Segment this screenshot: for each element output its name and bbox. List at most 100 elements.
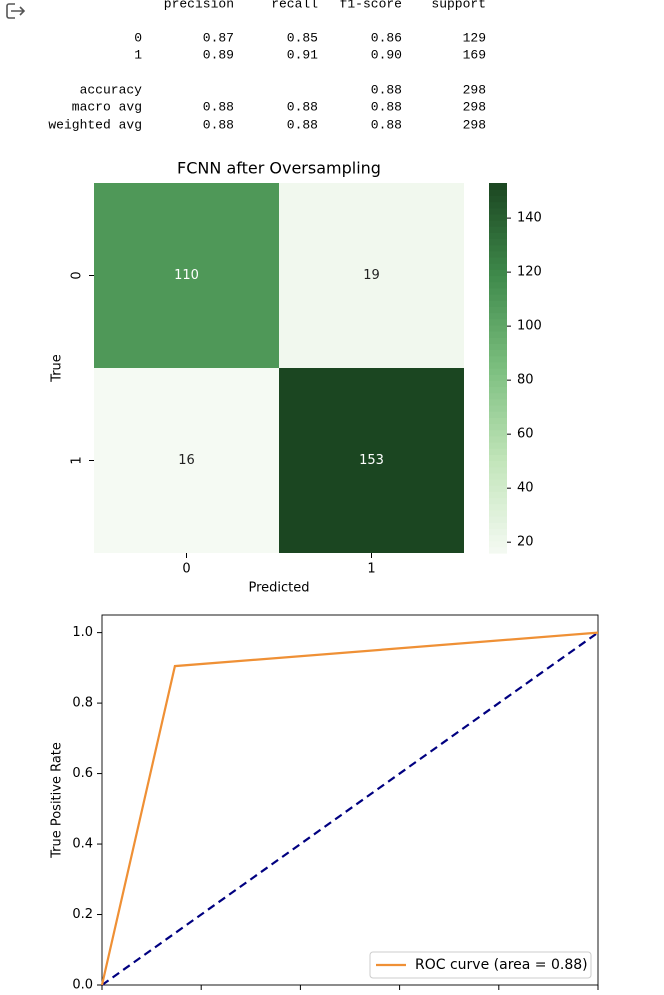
colorbar-tick-label: 20 [517, 535, 534, 550]
colorbar-tick-label: 140 [517, 211, 542, 226]
report-cell: 298 [463, 117, 486, 132]
colorbar-segment [489, 540, 507, 548]
colorbar-segment [489, 226, 507, 233]
colorbar-segment [489, 485, 507, 492]
colorbar-tick-label: 40 [517, 481, 534, 496]
cell-annotation: 19 [363, 268, 380, 283]
report-cell: 0.89 [203, 47, 234, 62]
colorbar-segment [489, 300, 507, 307]
colorbar-segment [489, 331, 507, 338]
colorbar-tick-label: 120 [517, 265, 542, 280]
output-icon[interactable] [6, 3, 26, 19]
colorbar-segment [489, 294, 507, 301]
x-tick-label: 1 [367, 562, 375, 577]
colorbar-segment [489, 374, 507, 381]
colorbar-segment [489, 269, 507, 277]
cell-annotation: 16 [178, 453, 195, 468]
report-cell: 0.86 [371, 30, 402, 45]
report-header: precision [164, 0, 234, 11]
colorbar-segment [489, 534, 507, 542]
report-cell: 129 [463, 30, 486, 45]
colorbar-segment [489, 312, 507, 320]
colorbar-segment [489, 380, 507, 388]
colorbar-segment [489, 189, 507, 196]
colorbar-segment [489, 398, 507, 406]
colorbar-segment [489, 257, 507, 264]
colorbar-segment [489, 472, 507, 480]
report-row-label: 1 [134, 47, 142, 62]
report-row-label: 0 [134, 30, 142, 45]
colorbar-segment [489, 318, 507, 326]
report-header: support [431, 0, 486, 11]
colorbar-segment [489, 411, 507, 418]
colorbar-segment [489, 454, 507, 462]
report-cell: 0.88 [371, 82, 402, 97]
colorbar-segment [489, 423, 507, 431]
colorbar-segment [489, 386, 507, 394]
colorbar-segment [489, 349, 507, 357]
report-cell: 298 [463, 99, 486, 114]
heatmap-cell [94, 368, 279, 553]
x-axis-label: Predicted [248, 581, 309, 596]
colorbar-segment [489, 250, 507, 258]
colorbar-segment [489, 238, 507, 246]
report-cell: 0.91 [287, 47, 318, 62]
heatmap-cell [279, 368, 464, 553]
colorbar-segment [489, 263, 507, 270]
y-axis-label: True [50, 354, 65, 383]
heatmap-cell [94, 183, 279, 368]
report-row-label: weighted avg [48, 117, 142, 132]
colorbar-segment [489, 368, 507, 375]
colorbar-tick-label: 100 [517, 319, 542, 334]
report-cell: 0.88 [203, 117, 234, 132]
colorbar-segment [489, 195, 507, 203]
plot-frame [101, 614, 599, 986]
y-tick-label: 0.0 [72, 978, 93, 993]
colorbar-segment [489, 343, 507, 351]
cell-annotation: 153 [359, 453, 384, 468]
colorbar-segment [489, 448, 507, 455]
colorbar-segment [489, 207, 507, 215]
report-cell: 0.90 [371, 47, 402, 62]
colorbar-segment [489, 275, 507, 283]
colorbar-tick-label: 60 [517, 427, 534, 442]
y-tick-label: 0.4 [72, 837, 93, 852]
colorbar-segment [489, 491, 507, 499]
colorbar-segment [489, 497, 507, 505]
colorbar-segment [489, 509, 507, 517]
report-cell: 0.88 [203, 99, 234, 114]
report-row-label: macro avg [72, 99, 142, 114]
report-cell: 298 [463, 82, 486, 97]
colorbar-segment [489, 546, 507, 554]
colorbar-segment [489, 479, 507, 486]
colorbar-segment [489, 460, 507, 468]
report-header: recall [271, 0, 318, 11]
report-row-label: accuracy [80, 82, 143, 97]
report-cell: 0.85 [287, 30, 318, 45]
roc-curve [100, 631, 599, 986]
y-tick-label: 1.0 [72, 625, 93, 640]
colorbar-tick-label: 80 [517, 373, 534, 388]
colorbar-segment [489, 435, 507, 443]
legend: ROC curve (area = 0.88) [369, 951, 592, 979]
colorbar-segment [489, 522, 507, 529]
report-cell: 0.87 [203, 30, 234, 45]
y-tick-label: 0.8 [72, 696, 93, 711]
report-cell: 0.88 [287, 99, 318, 114]
colorbar-segment [489, 232, 507, 240]
colorbar-segment [489, 429, 507, 437]
legend-box [369, 951, 592, 979]
colorbar-segment [489, 392, 507, 400]
colorbar-segment [489, 183, 507, 190]
colorbar-segment [489, 337, 507, 344]
colorbar-segment [489, 361, 507, 369]
colorbar-segment [489, 503, 507, 511]
cell-annotation: 110 [174, 268, 199, 283]
chart-title: FCNN after Oversampling [177, 159, 381, 178]
x-tick-label: 0 [182, 562, 190, 577]
reference-line [101, 631, 599, 986]
colorbar-segment [489, 244, 507, 252]
y-tick-label: 1 [70, 456, 85, 464]
